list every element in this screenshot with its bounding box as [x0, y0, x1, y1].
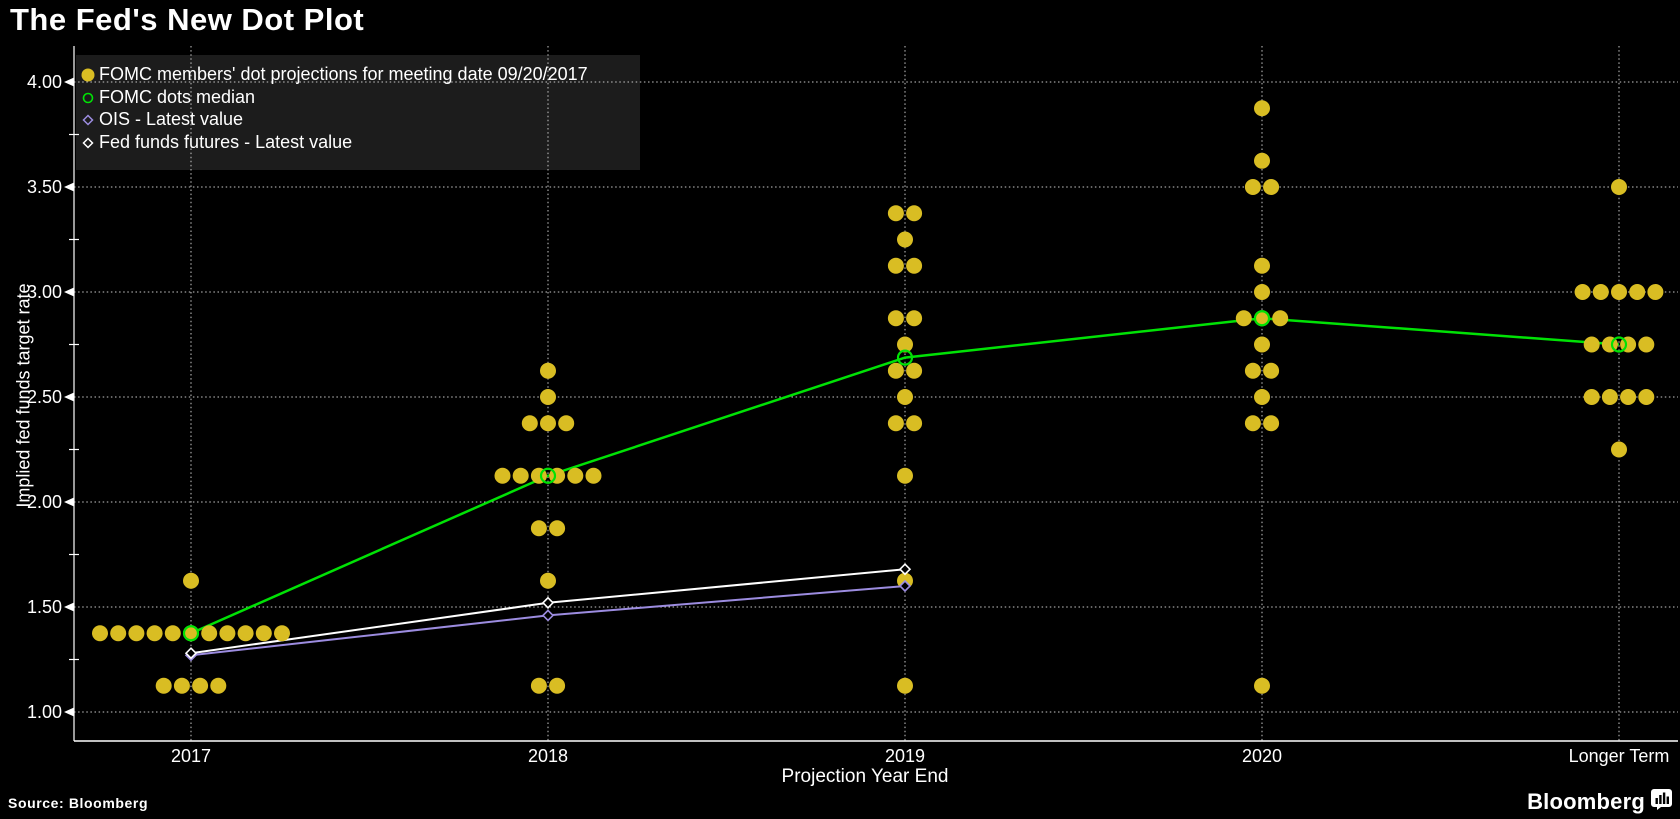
- fomc-dot: [897, 467, 913, 484]
- fomc-dot: [887, 362, 904, 379]
- fomc-dot: [1263, 415, 1280, 432]
- fomc-dot: [1263, 362, 1280, 379]
- fomc-dot: [887, 205, 904, 222]
- fomc-dot: [897, 336, 913, 353]
- fomc-dot: [540, 572, 556, 589]
- fomc-dot: [1254, 310, 1270, 327]
- legend-background: [76, 55, 640, 170]
- fomc-dot: [1647, 284, 1664, 300]
- fomc-dot: [183, 572, 199, 589]
- fomc-dot: [155, 677, 172, 694]
- fomc-dot: [521, 415, 538, 432]
- fomc-dot: [1583, 389, 1600, 405]
- line-fomc-median: [190, 316, 1620, 635]
- fomc-dot: [558, 415, 575, 432]
- fomc-dot: [1583, 336, 1600, 353]
- fomc-dot: [897, 231, 913, 248]
- fomc-dot: [164, 625, 181, 642]
- fomc-dot: [255, 625, 272, 642]
- axis-arrow-icon: [64, 77, 74, 87]
- fomc-dot: [1620, 389, 1637, 405]
- fomc-dot: [540, 415, 556, 432]
- fomc-dot: [549, 677, 566, 694]
- fomc-dot: [906, 415, 923, 432]
- fomc-dot: [92, 625, 108, 642]
- fomc-dot: [887, 257, 904, 274]
- fomc-dot: [183, 625, 199, 642]
- fomc-dot: [1629, 284, 1646, 300]
- fomc-dot: [549, 520, 566, 537]
- fomc-dot: [530, 520, 547, 537]
- fomc-dot: [1638, 389, 1655, 405]
- fomc-dot: [274, 625, 290, 642]
- fomc-dot: [906, 362, 923, 379]
- fomc-dot: [146, 625, 163, 642]
- median-ring: [539, 467, 557, 484]
- fomc-dot: [173, 677, 190, 694]
- fomc-dot: [1254, 284, 1270, 300]
- fomc-dot: [1244, 179, 1261, 195]
- fomc-dot: [1235, 310, 1252, 327]
- fomc-dot: [1272, 310, 1289, 327]
- chart-title: The Fed's New Dot Plot: [10, 2, 365, 37]
- axis-arrow-icon: [64, 392, 74, 402]
- fomc-dot: [1592, 284, 1609, 300]
- fomc-dot: [540, 389, 556, 405]
- fomc-dot: [219, 625, 236, 642]
- fomc-dot: [567, 467, 584, 484]
- fomc-dot: [530, 677, 547, 694]
- median-ring: [1610, 336, 1628, 353]
- fomc-dot: [1244, 362, 1261, 379]
- diamond-marker: [898, 579, 912, 593]
- fomc-dot: [1254, 389, 1270, 405]
- diamond-marker: [541, 609, 555, 622]
- diamond-marker: [541, 596, 555, 609]
- fomc-dot: [887, 415, 904, 432]
- axis-arrow-icon: [64, 602, 74, 612]
- fomc-dot: [512, 467, 529, 484]
- fomc-dot: [1611, 179, 1627, 195]
- fomc-dot: [906, 310, 923, 327]
- axis-arrow-icon: [64, 707, 74, 717]
- diamond-marker: [184, 647, 198, 660]
- axis-arrow-icon: [64, 497, 74, 507]
- fomc-dot: [1254, 152, 1270, 169]
- median-ring: [896, 349, 914, 366]
- fomc-dot: [1244, 415, 1261, 432]
- median-ring: [1253, 310, 1271, 327]
- fomc-dot: [1263, 179, 1280, 195]
- fomc-dot: [1611, 284, 1627, 300]
- fomc-dot: [1574, 284, 1591, 300]
- fomc-dot: [1638, 336, 1655, 353]
- median-ring: [182, 625, 200, 642]
- fomc-dot: [237, 625, 254, 642]
- fomc-dot: [906, 205, 923, 222]
- fomc-dot: [192, 677, 209, 694]
- fomc-dot: [897, 389, 913, 405]
- axis-arrow-icon: [64, 287, 74, 297]
- fomc-dot: [494, 467, 511, 484]
- fomc-dot: [110, 625, 127, 642]
- fomc-dot: [1601, 389, 1618, 405]
- fomc-dot: [1611, 441, 1627, 458]
- fomc-dot: [128, 625, 145, 642]
- fomc-dot: [201, 625, 218, 642]
- diamond-marker: [898, 563, 912, 576]
- fomc-dot: [585, 467, 602, 484]
- fomc-dot: [540, 362, 556, 379]
- fomc-dot: [887, 310, 904, 327]
- fomc-dot: [1254, 257, 1270, 274]
- axis-arrow-icon: [64, 182, 74, 192]
- fomc-dot: [1254, 100, 1270, 117]
- fomc-dot: [1254, 336, 1270, 353]
- fomc-dot: [897, 677, 913, 694]
- fomc-dot: [1254, 677, 1270, 694]
- fomc-dot: [210, 677, 227, 694]
- fomc-dot: [906, 257, 923, 274]
